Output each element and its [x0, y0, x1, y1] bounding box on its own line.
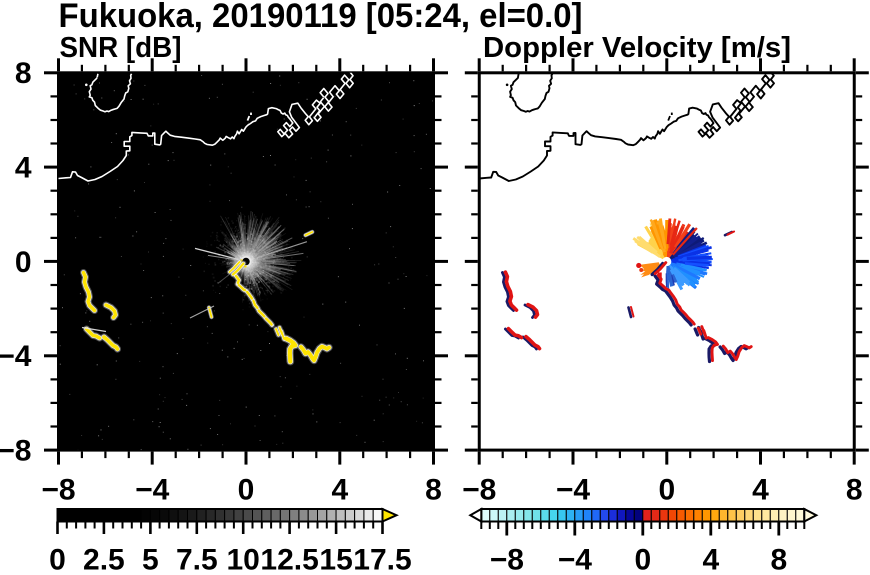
svg-text:Doppler Velocity [m/s]: Doppler Velocity [m/s]	[483, 32, 791, 64]
svg-text:−4: −4	[558, 544, 593, 571]
svg-text:−4: −4	[0, 340, 32, 373]
svg-text:8: 8	[770, 544, 787, 571]
svg-text:−8: −8	[490, 544, 524, 571]
svg-text:8: 8	[425, 474, 442, 507]
svg-text:4: 4	[15, 151, 32, 184]
svg-text:8: 8	[846, 474, 863, 507]
svg-text:7.5: 7.5	[176, 544, 218, 571]
svg-text:−8: −8	[462, 474, 496, 507]
svg-text:4: 4	[331, 474, 348, 507]
svg-text:15: 15	[319, 544, 352, 571]
svg-text:5: 5	[142, 544, 159, 571]
svg-text:8: 8	[15, 57, 32, 90]
svg-text:Fukuoka, 20190119 [05:24, el=0: Fukuoka, 20190119 [05:24, el=0.0]	[59, 0, 583, 35]
svg-text:−4: −4	[556, 474, 591, 507]
svg-text:4: 4	[702, 544, 719, 571]
svg-text:−4: −4	[135, 474, 170, 507]
svg-text:0: 0	[238, 474, 255, 507]
svg-text:0: 0	[634, 544, 651, 571]
svg-text:−8: −8	[0, 434, 32, 467]
svg-text:−8: −8	[41, 474, 75, 507]
svg-text:12.5: 12.5	[260, 544, 318, 571]
svg-text:SNR [dB]: SNR [dB]	[60, 32, 182, 64]
svg-text:17.5: 17.5	[353, 544, 411, 571]
svg-text:4: 4	[752, 474, 769, 507]
svg-text:10: 10	[227, 544, 260, 571]
svg-text:0: 0	[49, 544, 66, 571]
svg-text:0: 0	[15, 246, 32, 279]
svg-text:2.5: 2.5	[83, 544, 125, 571]
svg-text:0: 0	[658, 474, 675, 507]
